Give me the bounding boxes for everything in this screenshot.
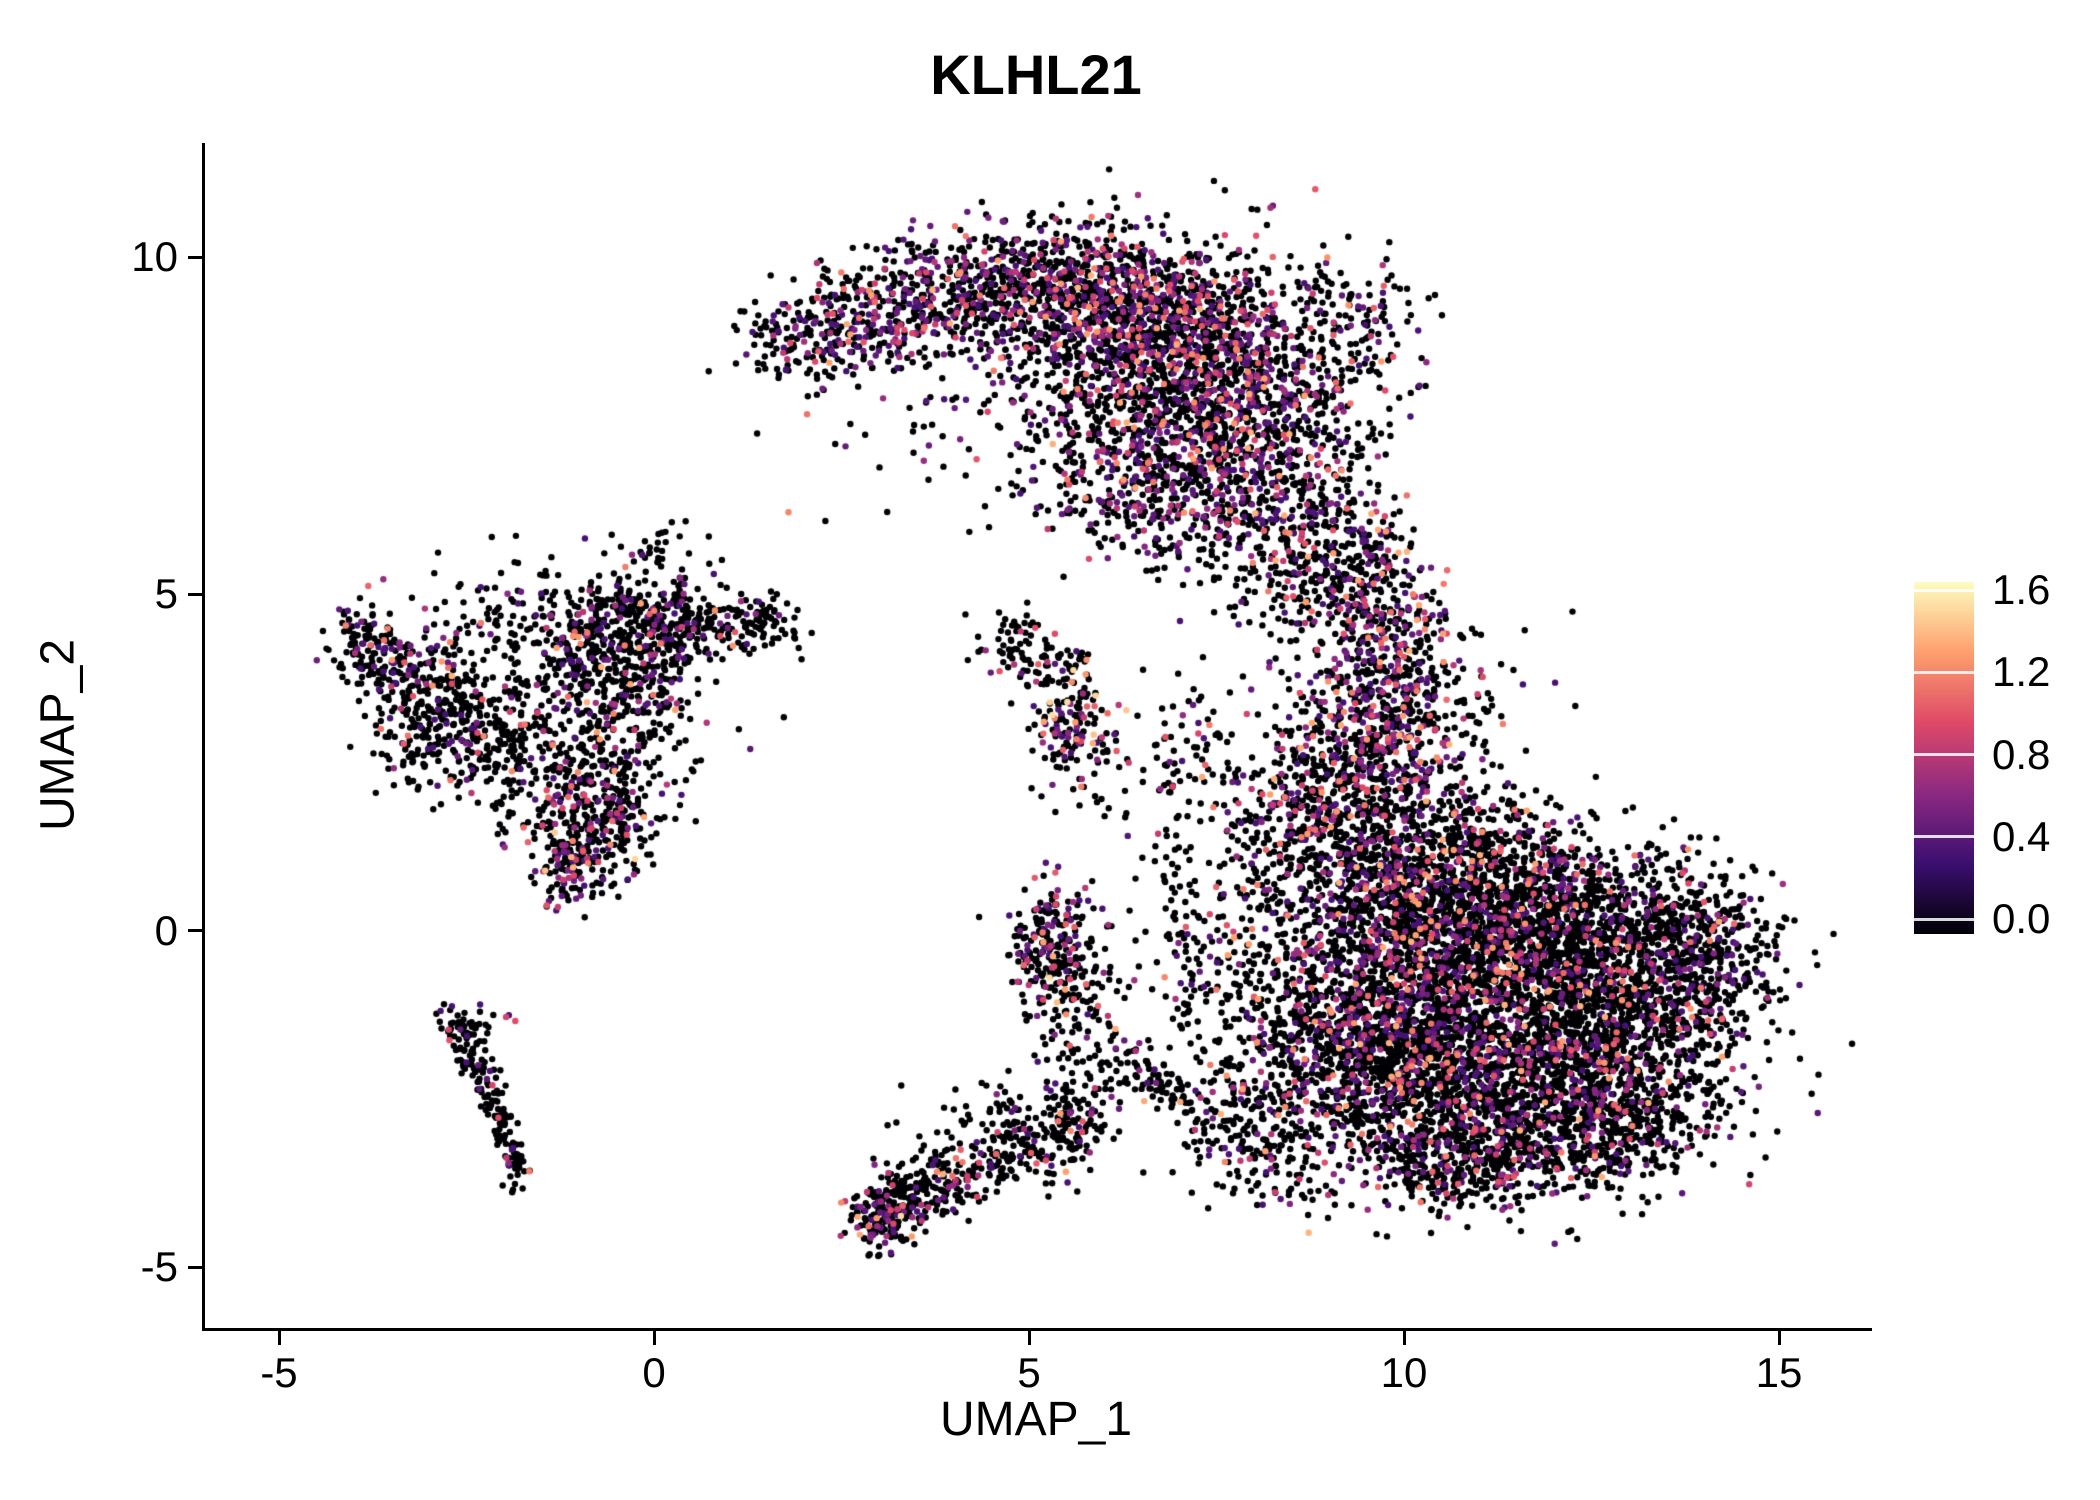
colorbar-tick-label: 1.6 [1992, 566, 2051, 613]
y-tick-label: 10 [131, 233, 178, 281]
y-tick-label: -5 [140, 1243, 178, 1291]
y-tick-label: 5 [154, 570, 178, 618]
plot-panel [204, 143, 1869, 1328]
x-tick-label: -5 [260, 1349, 298, 1396]
y-axis-tick [188, 592, 202, 596]
x-tick-label: 0 [642, 1349, 666, 1396]
x-axis-tick [1402, 1331, 1406, 1345]
y-axis-tick [188, 255, 202, 259]
colorbar-tick-label: 0.0 [1992, 895, 2051, 942]
colorbar-tick-mark [1914, 588, 1974, 592]
colorbar-tick-label: 0.8 [1992, 730, 2051, 778]
y-axis-tick [188, 929, 202, 933]
colorbar-tick-mark [1914, 835, 1974, 839]
x-axis-title: UMAP_1 [939, 1393, 1133, 1446]
y-tick-label: 0 [154, 906, 178, 954]
colorbar-tick-label: 1.2 [1992, 648, 2051, 696]
x-axis-tick [1027, 1331, 1031, 1345]
y-axis-tick [188, 1265, 202, 1269]
colorbar-tick-mark [1914, 917, 1974, 921]
y-axis-line [202, 143, 205, 1331]
plot-title: KLHL21 [930, 43, 1142, 106]
colorbar-gradient [1914, 582, 1974, 934]
x-axis-tick [652, 1331, 656, 1345]
colorbar-tick-mark [1914, 753, 1974, 756]
x-tick-label: 15 [1755, 1349, 1803, 1396]
umap-scatter-canvas [204, 143, 1869, 1328]
colorbar-legend [1914, 582, 1974, 934]
colorbar-tick-label: 0.4 [1992, 812, 2051, 860]
x-tick-label: 5 [1017, 1349, 1041, 1396]
colorbar-tick-mark [1914, 670, 1974, 674]
y-axis-title: UMAP_2 [31, 638, 85, 832]
x-axis-tick [1777, 1331, 1781, 1345]
x-tick-label: 10 [1380, 1349, 1428, 1396]
x-axis-tick [277, 1331, 281, 1345]
x-axis-line [202, 1328, 1872, 1331]
